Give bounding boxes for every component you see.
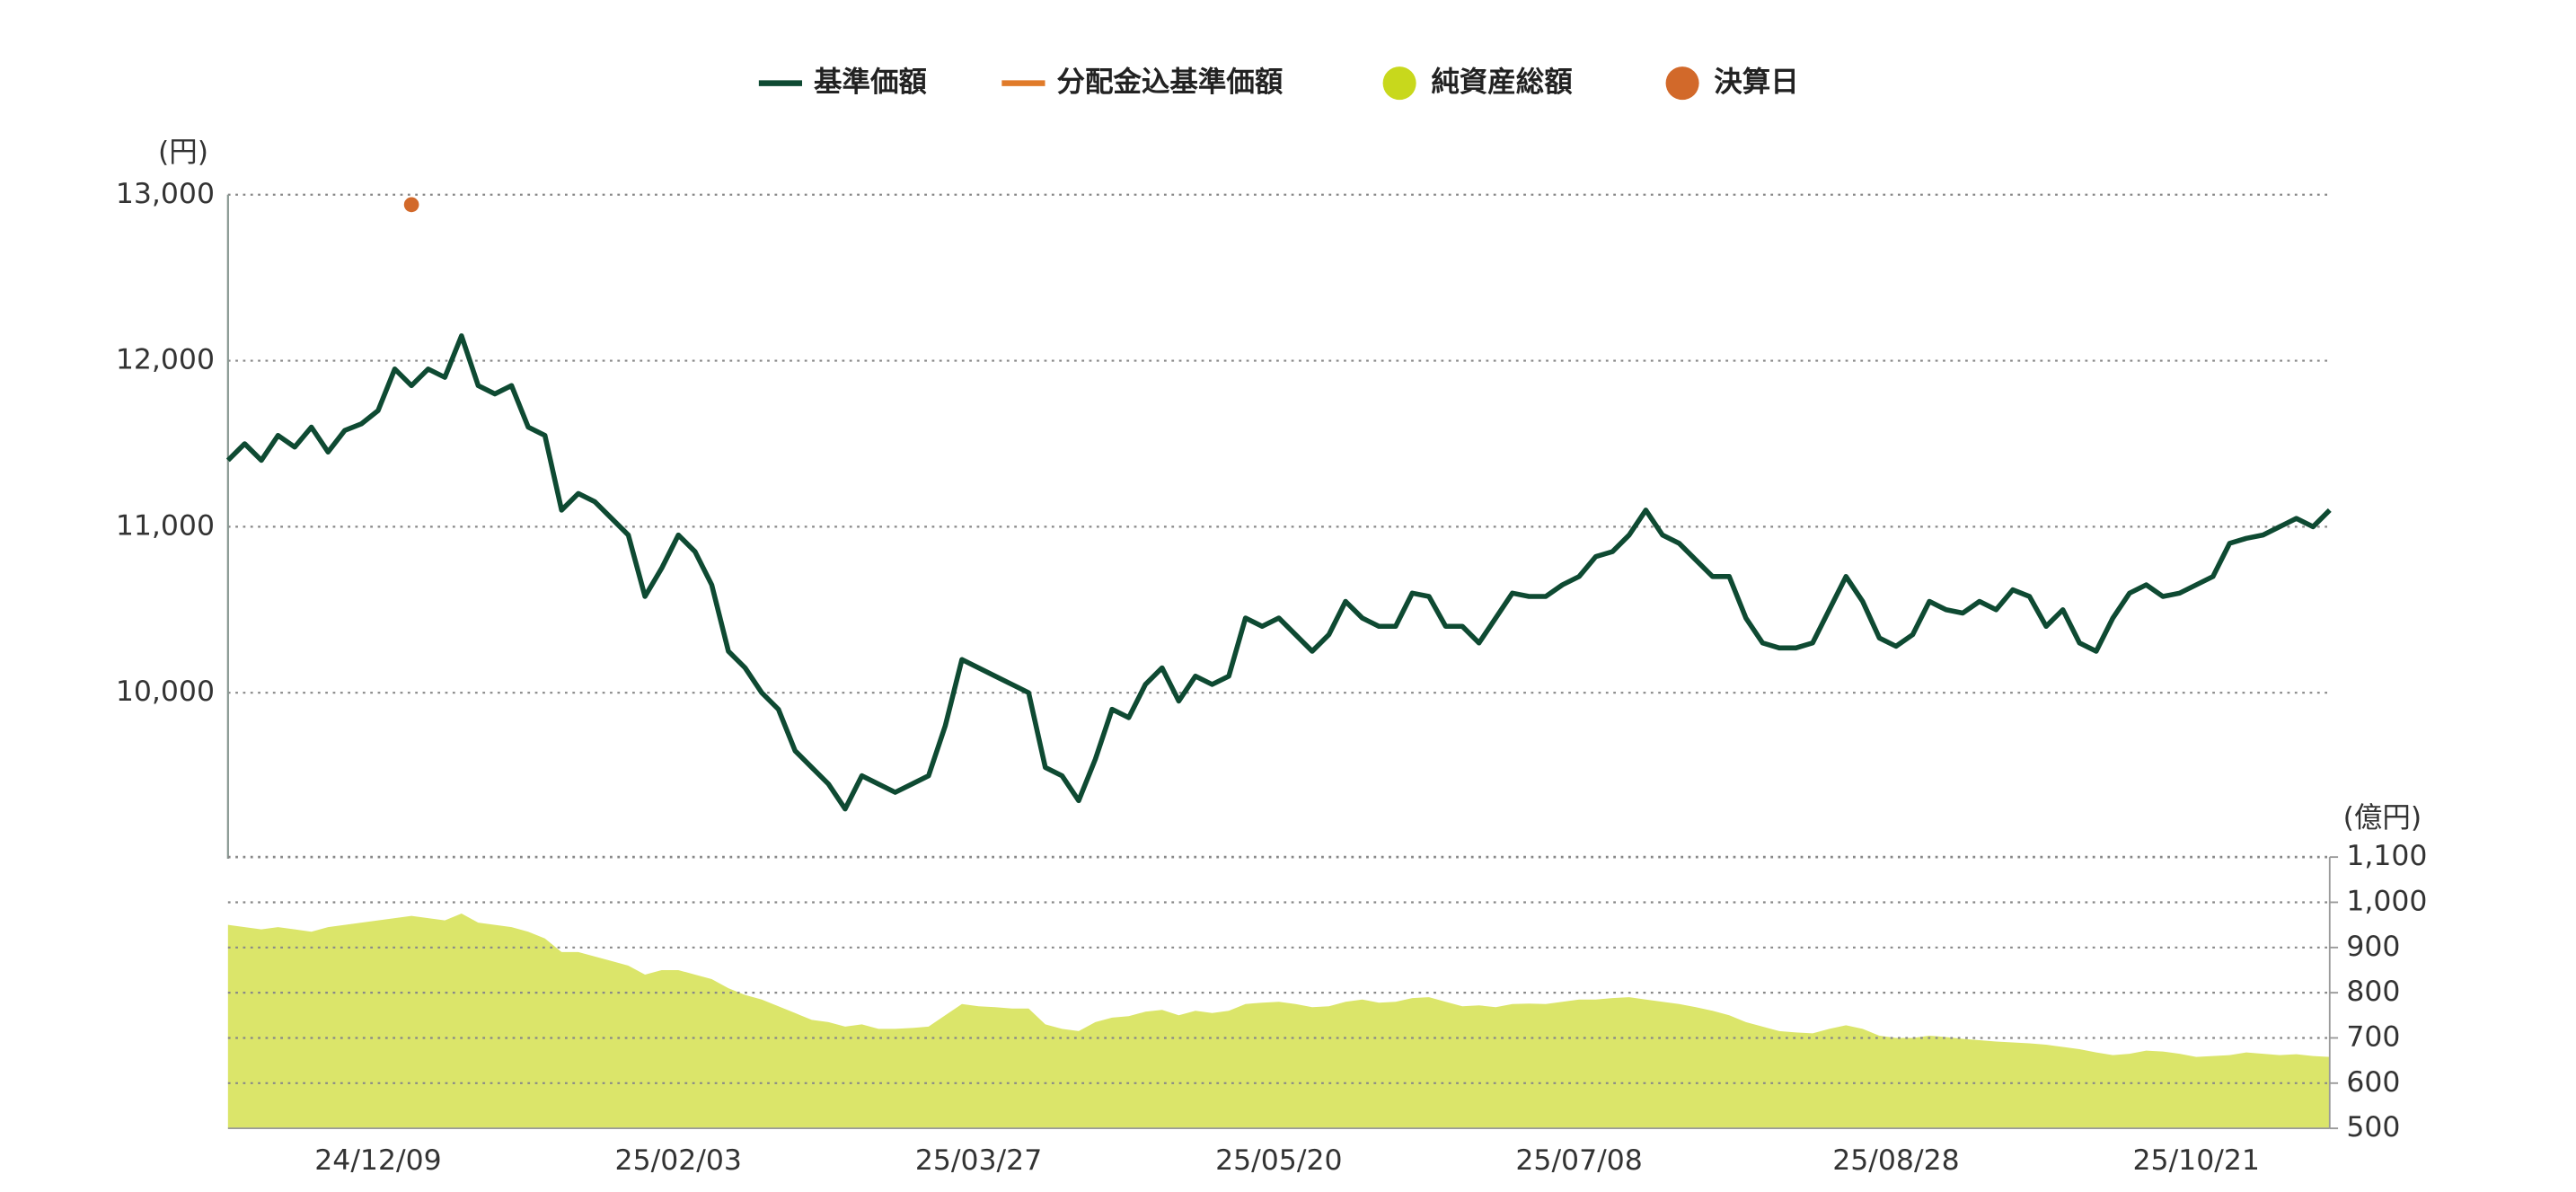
y-tick-label: 10,000 bbox=[116, 675, 215, 708]
y2-unit: (億円) bbox=[2343, 802, 2422, 834]
y2-tick-label: 500 bbox=[2346, 1111, 2400, 1143]
y2-tick-label: 600 bbox=[2346, 1066, 2400, 1099]
y-unit: (円) bbox=[158, 136, 208, 168]
x-tick-label: 25/02/03 bbox=[615, 1144, 742, 1177]
legend-label: 基準価額 bbox=[814, 66, 927, 99]
y2-tick-label: 1,000 bbox=[2346, 885, 2427, 917]
y2-tick-label: 700 bbox=[2346, 1020, 2400, 1053]
legend-label: 分配金込基準価額 bbox=[1056, 66, 1283, 99]
x-tick-label: 25/10/21 bbox=[2133, 1144, 2260, 1177]
legend-label: 純資産総額 bbox=[1431, 66, 1573, 99]
y-tick-label: 13,000 bbox=[116, 178, 215, 210]
y2-tick-label: 900 bbox=[2346, 931, 2400, 963]
y-tick-label: 12,000 bbox=[116, 344, 215, 376]
net-assets-area bbox=[227, 914, 2330, 1129]
x-tick-label: 25/08/28 bbox=[1832, 1144, 1959, 1177]
y2-tick-label: 1,100 bbox=[2346, 840, 2427, 872]
legend-label: 決算日 bbox=[1714, 66, 1798, 99]
legend-marker bbox=[1665, 66, 1699, 101]
x-tick-label: 25/07/08 bbox=[1515, 1144, 1642, 1177]
x-tick-label: 25/03/27 bbox=[915, 1144, 1042, 1177]
y-tick-label: 11,000 bbox=[116, 509, 215, 542]
nav-line bbox=[225, 333, 2332, 812]
settlement-dot bbox=[403, 197, 419, 213]
legend-marker bbox=[1382, 66, 1416, 101]
x-tick-label: 24/12/09 bbox=[314, 1144, 441, 1177]
y2-tick-label: 800 bbox=[2346, 976, 2400, 1008]
x-tick-label: 25/05/20 bbox=[1215, 1144, 1342, 1177]
